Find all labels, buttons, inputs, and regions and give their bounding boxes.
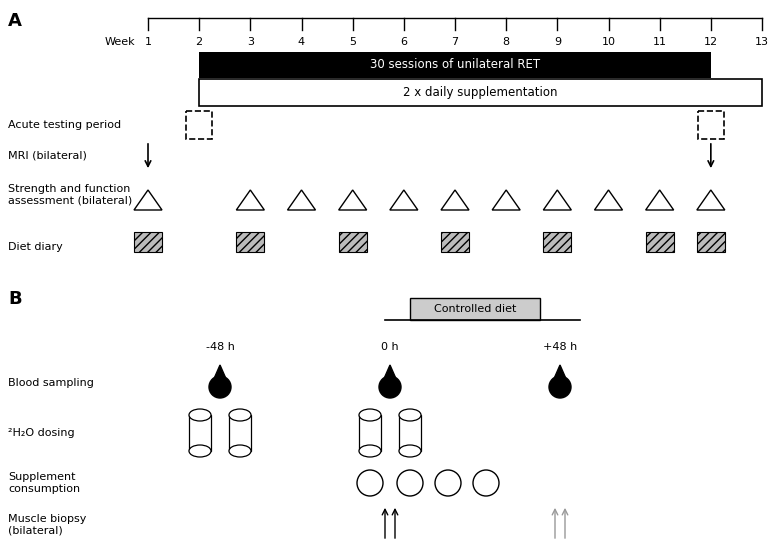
- Bar: [646, 232, 674, 252]
- Text: MRI (bilateral): MRI (bilateral): [8, 150, 87, 160]
- Bar: [134, 232, 162, 252]
- Ellipse shape: [399, 445, 421, 457]
- Polygon shape: [594, 190, 622, 210]
- Text: Strength and function
assessment (bilateral): Strength and function assessment (bilate…: [8, 184, 133, 206]
- Polygon shape: [441, 190, 469, 210]
- Polygon shape: [697, 190, 725, 210]
- Bar: [229, 415, 251, 451]
- Circle shape: [379, 376, 401, 398]
- Text: Diet diary: Diet diary: [8, 242, 62, 252]
- Ellipse shape: [189, 409, 211, 421]
- Text: 11: 11: [653, 37, 667, 47]
- Ellipse shape: [229, 409, 251, 421]
- Text: 0 h: 0 h: [381, 342, 399, 352]
- Bar: [236, 232, 264, 252]
- Bar: [441, 232, 469, 252]
- Text: 7: 7: [452, 37, 459, 47]
- Polygon shape: [390, 190, 418, 210]
- Circle shape: [209, 376, 231, 398]
- Text: Week: Week: [105, 37, 135, 47]
- Circle shape: [549, 376, 571, 398]
- Text: 8: 8: [502, 37, 509, 47]
- Polygon shape: [339, 190, 367, 210]
- Circle shape: [435, 470, 461, 496]
- Text: 13: 13: [755, 37, 769, 47]
- Text: Acute testing period: Acute testing period: [8, 120, 121, 130]
- Bar: [186, 111, 212, 139]
- Bar: [189, 415, 211, 451]
- Polygon shape: [544, 190, 571, 210]
- Text: 2: 2: [196, 37, 203, 47]
- Text: 12: 12: [704, 37, 718, 47]
- Bar: [697, 232, 725, 252]
- Polygon shape: [492, 190, 520, 210]
- Text: 30 sessions of unilateral RET: 30 sessions of unilateral RET: [370, 59, 540, 72]
- Polygon shape: [288, 190, 315, 210]
- Circle shape: [473, 470, 499, 496]
- Bar: [698, 111, 724, 139]
- Text: A: A: [8, 12, 22, 30]
- Bar: [199, 79, 762, 106]
- Bar: [410, 298, 540, 320]
- Bar: [199, 52, 711, 78]
- Text: 4: 4: [298, 37, 305, 47]
- Text: +48 h: +48 h: [543, 342, 577, 352]
- Text: 5: 5: [349, 37, 356, 47]
- Bar: [359, 415, 381, 451]
- Bar: [544, 232, 571, 252]
- Text: Controlled diet: Controlled diet: [434, 304, 516, 314]
- Ellipse shape: [189, 445, 211, 457]
- Text: 3: 3: [246, 37, 254, 47]
- Polygon shape: [383, 365, 397, 381]
- Polygon shape: [213, 365, 227, 381]
- Polygon shape: [553, 365, 567, 381]
- Text: 9: 9: [554, 37, 561, 47]
- Ellipse shape: [229, 445, 251, 457]
- Polygon shape: [236, 190, 264, 210]
- Text: 10: 10: [601, 37, 615, 47]
- Ellipse shape: [359, 409, 381, 421]
- Text: Blood sampling: Blood sampling: [8, 378, 94, 388]
- Text: 2 x daily supplementation: 2 x daily supplementation: [403, 86, 558, 99]
- Bar: [339, 232, 367, 252]
- Ellipse shape: [399, 409, 421, 421]
- Ellipse shape: [359, 445, 381, 457]
- Polygon shape: [134, 190, 162, 210]
- Text: -48 h: -48 h: [206, 342, 235, 352]
- Text: Muscle biopsy
(bilateral): Muscle biopsy (bilateral): [8, 514, 87, 536]
- Text: ²H₂O dosing: ²H₂O dosing: [8, 428, 75, 438]
- Circle shape: [357, 470, 383, 496]
- Polygon shape: [646, 190, 674, 210]
- Text: B: B: [8, 290, 22, 308]
- Bar: [399, 415, 421, 451]
- Text: 1: 1: [144, 37, 151, 47]
- Text: Supplement
consumption: Supplement consumption: [8, 472, 80, 494]
- Text: 6: 6: [400, 37, 407, 47]
- Circle shape: [397, 470, 423, 496]
